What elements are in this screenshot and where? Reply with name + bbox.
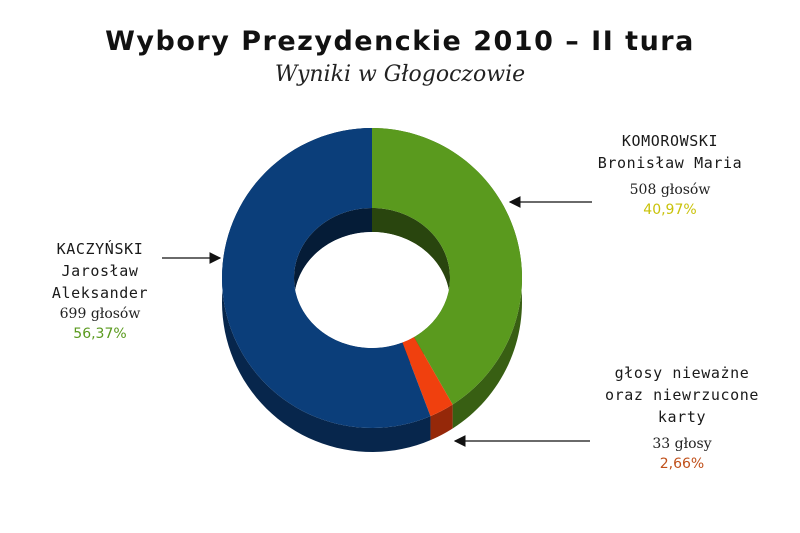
category-name-line: oraz niewrzucone <box>604 386 760 404</box>
label-arrows <box>162 196 592 447</box>
chart-title: Wybory Prezydenckie 2010 – II tura <box>105 26 695 57</box>
donut-hole <box>294 232 450 348</box>
candidate-name-line: KOMOROWSKI <box>621 132 719 150</box>
vote-percent: 40,97% <box>643 202 697 218</box>
candidate-name-line: KACZYŃSKI <box>56 240 144 258</box>
candidate-name-line: Bronisław Maria <box>597 154 743 172</box>
donut-slice-side <box>430 404 453 441</box>
label-komorowski: KOMOROWSKI Bronisław Maria 508 głosów 40… <box>595 130 745 220</box>
donut-slice <box>372 128 522 405</box>
candidate-name-line: Aleksander <box>51 284 149 302</box>
vote-count: 33 głosy <box>652 436 712 452</box>
donut-sides <box>222 128 522 452</box>
category-name-line: karty <box>657 408 707 426</box>
donut-slice-inner-wall <box>372 208 450 362</box>
vote-percent: 56,37% <box>73 326 127 342</box>
vote-count: 508 głosów <box>629 182 711 198</box>
donut-top-faces <box>222 128 522 428</box>
label-kaczynski: KACZYŃSKI Jarosław Aleksander 699 głosów… <box>30 238 170 344</box>
label-invalid-votes: głosy nieważne oraz niewrzucone karty 33… <box>592 362 772 474</box>
vote-count: 699 głosów <box>59 306 141 322</box>
category-name-line: głosy nieważne <box>614 364 750 382</box>
candidate-name-line: Jarosław <box>61 262 139 280</box>
vote-percent: 2,66% <box>659 456 705 472</box>
donut-slice <box>402 337 453 417</box>
chart-subtitle: Wyniki w Głogoczowie <box>274 62 526 87</box>
donut-slice <box>222 128 431 428</box>
